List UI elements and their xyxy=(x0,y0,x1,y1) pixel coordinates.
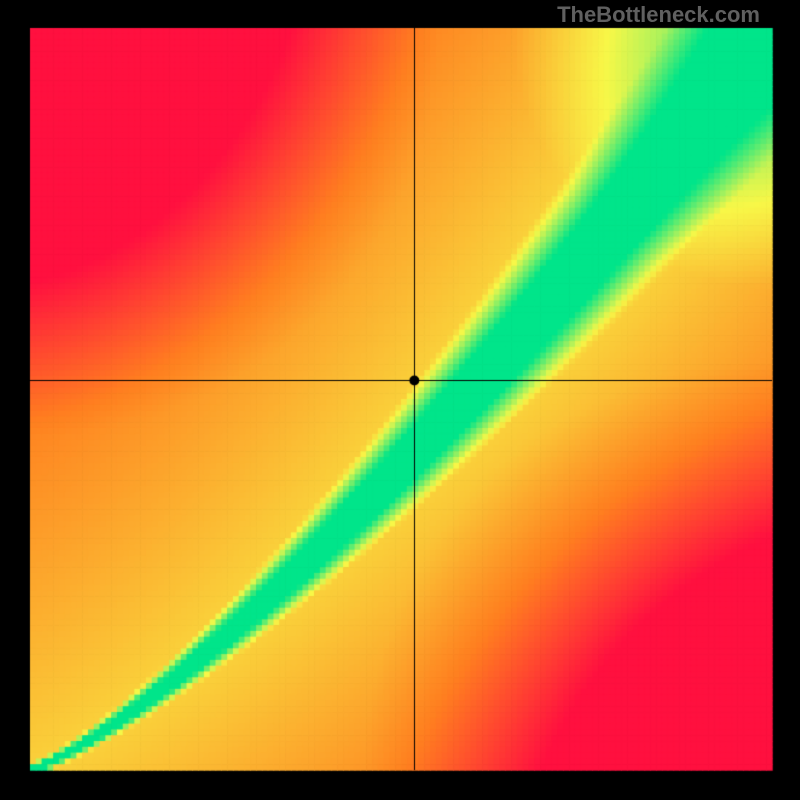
bottleneck-heatmap-canvas xyxy=(0,0,800,800)
chart-container: TheBottleneck.com xyxy=(0,0,800,800)
watermark-text: TheBottleneck.com xyxy=(557,2,760,28)
